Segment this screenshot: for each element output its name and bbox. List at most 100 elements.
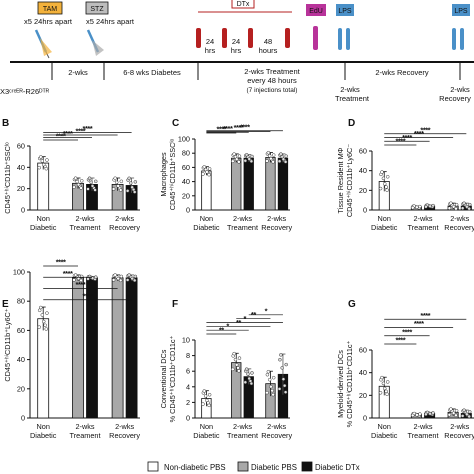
data-point xyxy=(454,408,459,413)
y-tick-label: 0 xyxy=(21,206,25,215)
dtx-tag: DTx xyxy=(237,1,250,8)
data-point xyxy=(233,357,238,362)
x-group-label: Treament xyxy=(70,431,101,440)
y-tick-label: 40 xyxy=(182,177,190,186)
data-point xyxy=(72,278,76,282)
edu-tube-icon xyxy=(313,26,318,50)
data-point xyxy=(282,383,287,388)
data-point xyxy=(86,277,90,281)
x-group-label: 2-wks xyxy=(75,422,94,431)
lps-tube-icons-1 xyxy=(338,28,350,50)
data-point xyxy=(465,205,469,209)
data-point xyxy=(234,157,239,161)
y-tick-label: 40 xyxy=(17,163,25,172)
significance-label: **** xyxy=(240,122,250,131)
y-tick-label: 0 xyxy=(363,206,367,215)
data-point xyxy=(424,412,428,417)
x-group-label: Treament xyxy=(408,431,439,440)
data-point xyxy=(447,413,452,417)
bar xyxy=(265,157,276,211)
data-point xyxy=(130,185,134,190)
legend-label-non-diabetic-pbs: Non-diabetic PBS xyxy=(164,463,226,472)
data-point xyxy=(132,278,137,283)
x-group-label: Recovery xyxy=(261,431,292,440)
legend: Non-diabetic PBS Diabetic PBS Diabetic D… xyxy=(147,461,360,472)
data-point xyxy=(431,203,435,208)
data-point xyxy=(265,390,269,395)
data-point xyxy=(73,273,78,277)
significance-label: **** xyxy=(56,258,66,267)
data-point xyxy=(40,313,45,317)
data-point xyxy=(45,158,49,162)
phase-2wks: 2-wks xyxy=(68,68,88,77)
data-point xyxy=(418,204,422,209)
significance-label: **** xyxy=(76,127,86,136)
data-point xyxy=(449,407,453,411)
data-point xyxy=(116,184,120,188)
x-group-label: 2-wks xyxy=(115,422,134,431)
data-point xyxy=(44,166,49,171)
data-point xyxy=(40,159,45,163)
bar xyxy=(111,277,124,419)
data-point xyxy=(237,356,242,360)
panel-d: D 0 20 40 60 CD45⁺ʰⁱCD11b⁺Ly6C⁻Tissue Residen… xyxy=(336,118,474,232)
x-group-label: 2-wks xyxy=(450,422,469,431)
x-group-label: 2-wks xyxy=(233,214,252,223)
x-group-label: 2-wks xyxy=(75,214,94,223)
y-axis-label-top: Tissue Resident MΦ xyxy=(336,147,345,213)
data-point xyxy=(231,367,235,372)
data-point xyxy=(201,172,205,176)
dtx-gap-1: 24 xyxy=(206,37,214,46)
data-point xyxy=(281,377,286,381)
endpoint-treatment-2: Treatment xyxy=(335,94,370,103)
significance-label: **** xyxy=(216,125,226,134)
y-axis-label: % CD45⁺ʰⁱCD11b⁺CD11c⁺ xyxy=(345,340,354,427)
data-point xyxy=(207,403,211,408)
data-point xyxy=(79,278,83,283)
data-point xyxy=(278,357,282,362)
y-axis-label-top: Myeloid-derived DCs xyxy=(336,350,345,418)
data-point xyxy=(267,154,272,158)
data-point xyxy=(462,408,466,412)
significance-label: **** xyxy=(63,269,73,278)
legend-swatch-non-diabetic-pbs xyxy=(147,461,159,472)
data-point xyxy=(277,159,282,163)
x-group-label: Diabetic xyxy=(193,431,220,440)
data-point xyxy=(271,375,276,380)
data-point xyxy=(465,412,469,417)
data-point xyxy=(45,311,49,315)
data-point xyxy=(42,162,46,167)
data-point xyxy=(111,187,116,191)
data-point xyxy=(125,189,130,193)
endpoint-recovery-2: Recovery xyxy=(439,94,471,103)
x-group-label: Non xyxy=(37,422,50,431)
x-group-label: Treament xyxy=(408,223,439,232)
bar xyxy=(201,170,212,211)
y-tick-label: 40 xyxy=(17,355,25,364)
data-point xyxy=(460,414,465,418)
data-point xyxy=(415,205,419,210)
endpoint-recovery-1: 2-wks xyxy=(450,85,470,94)
data-point xyxy=(237,154,242,158)
data-point xyxy=(93,275,98,279)
y-tick-label: 8 xyxy=(186,351,190,360)
bar xyxy=(37,318,50,419)
data-point xyxy=(37,165,41,170)
phase-treatment: 2-wks Treatment xyxy=(244,67,300,76)
panel-g: G 0 20 40 60 % CD45⁺ʰⁱCD11b⁺CD11c⁺Myeloid-der… xyxy=(336,299,474,440)
panel-letter: E xyxy=(2,299,9,310)
significance-label: * xyxy=(265,306,268,315)
data-point xyxy=(428,411,432,416)
y-tick-label: 80 xyxy=(17,297,25,306)
edu-tag: EdU xyxy=(309,8,323,15)
x-group-label: Treament xyxy=(227,431,258,440)
panel-letter: C xyxy=(172,118,179,129)
panel-e: E 0 20 40 60 80 100 CD45⁺ʰⁱCD11b⁺Ly6C⁺ NonDiabet… xyxy=(2,258,140,441)
data-point xyxy=(418,412,422,416)
panel-f: F 0 2 4 6 8 10 % CD45⁺ʰⁱCD11b⁺CD11c⁺Conventiona… xyxy=(159,299,292,440)
y-tick-label: 100 xyxy=(178,135,190,144)
data-point xyxy=(37,325,41,329)
data-point xyxy=(113,273,117,277)
data-point xyxy=(468,202,472,207)
data-point xyxy=(247,157,251,161)
